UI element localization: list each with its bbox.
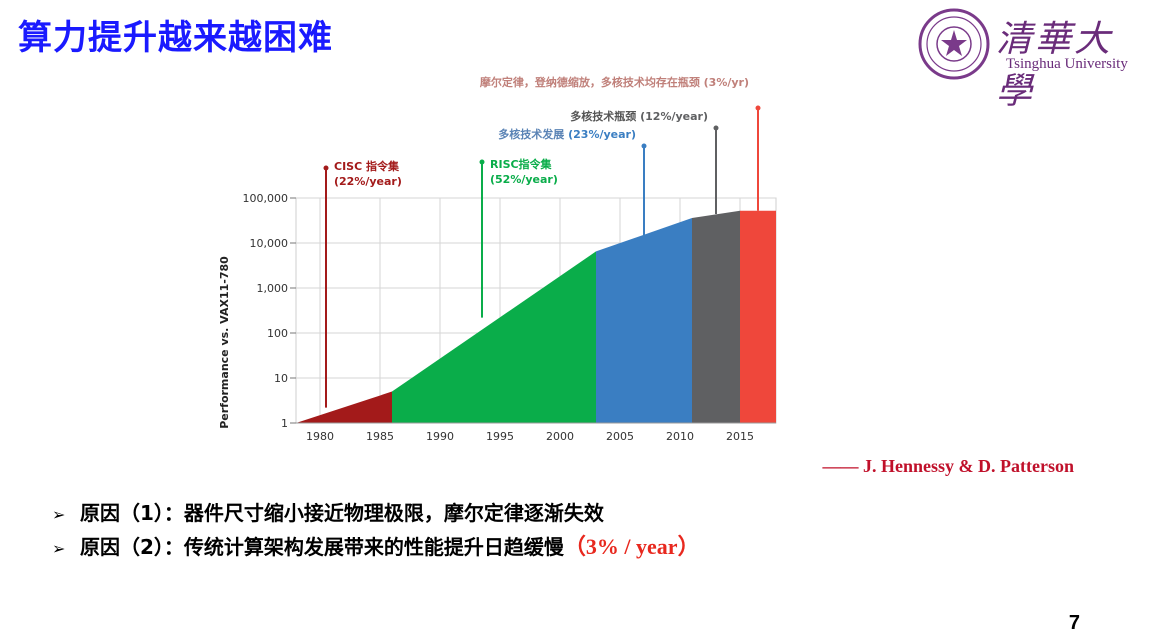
series-rate-label: (22%/year) (334, 175, 402, 188)
y-tick-label: 100,000 (243, 192, 289, 205)
area-segment-5 (740, 210, 776, 423)
series-rate-label: (52%/year) (490, 173, 558, 186)
series-label: 多核技术发展 (23%/year) (498, 127, 636, 141)
tsinghua-seal-icon (918, 8, 990, 80)
area-segment-4 (692, 210, 740, 423)
x-tick-label: 2010 (666, 430, 694, 443)
y-tick-label: 1,000 (257, 282, 289, 295)
series-name-label: 摩尔定律，登纳德缩放，多核技术均存在瓶颈 (480, 75, 704, 89)
annotation-dot (479, 159, 485, 165)
tsinghua-logo: 清華大學 Tsinghua University (916, 8, 1146, 112)
series-rate-label: (23%/year) (568, 128, 636, 141)
reference-text: —— J. Hennessy & D. Patterson (822, 456, 1074, 476)
x-tick-label: 1985 (366, 430, 394, 443)
y-tick-label: 100 (267, 327, 288, 340)
slide-title: 算力提升越来越困难 (18, 18, 333, 58)
series-name-label: 多核技术瓶颈 (570, 109, 640, 123)
y-axis-label: Performance vs. VAX11-780 (218, 256, 231, 429)
reason-item-2: ➢ 原因（2）：传统计算架构发展带来的性能提升日趋缓慢（3% / year） (52, 530, 700, 564)
annotation-dot (641, 143, 647, 149)
area-segment-1 (296, 391, 392, 423)
series-rate-label: (3%/yr) (704, 76, 749, 89)
logo-english-name: Tsinghua University (1006, 56, 1128, 72)
series-name-label: RISC指令集 (490, 157, 553, 171)
x-tick-label: 1990 (426, 430, 454, 443)
y-tick-label: 10 (274, 372, 288, 385)
reason-highlight: （3% / year） (563, 534, 700, 559)
x-tick-label: 1980 (306, 430, 334, 443)
area-segment-3 (596, 217, 692, 423)
annotation-dot (323, 165, 329, 171)
y-tick-label: 1 (281, 417, 288, 430)
area-segment-2 (392, 251, 596, 423)
series-rate-label: (12%/year) (640, 110, 708, 123)
reason-text: 原因（1）：器件尺寸缩小接近物理极限，摩尔定律逐渐失效 (80, 501, 604, 525)
reason-text: 原因（2）：传统计算架构发展带来的性能提升日趋缓慢 (80, 535, 564, 559)
logo-chinese-name: 清華大學 (996, 19, 1114, 112)
annotation-dot (713, 125, 719, 131)
reasons-list: ➢ 原因（1）：器件尺寸缩小接近物理极限，摩尔定律逐渐失效 ➢ 原因（2）：传统计算… (52, 496, 700, 564)
x-tick-label: 2015 (726, 430, 754, 443)
page-number: 7 (1068, 612, 1080, 634)
series-label: 多核技术瓶颈 (12%/year) (570, 109, 708, 123)
performance-chart-svg: 1 10 100 1,000 10,000 100,000 1980 1985 1990 1995… (218, 75, 777, 443)
series-label: 摩尔定律，登纳德缩放，多核技术均存在瓶颈 (3%/yr) (480, 75, 749, 89)
arrow-bullet-icon: ➢ (52, 505, 66, 524)
reason-item-1: ➢ 原因（1）：器件尺寸缩小接近物理极限，摩尔定律逐渐失效 (52, 496, 700, 530)
series-name-label: 多核技术发展 (498, 127, 568, 141)
arrow-bullet-icon: ➢ (52, 539, 66, 558)
y-tick-label: 10,000 (250, 237, 289, 250)
x-tick-label: 1995 (486, 430, 514, 443)
x-tick-label: 2005 (606, 430, 634, 443)
x-tick-label: 2000 (546, 430, 574, 443)
performance-chart: 1 10 100 1,000 10,000 100,000 1980 1985 1990 1995… (200, 64, 810, 464)
series-name-label: CISC 指令集 (334, 159, 400, 173)
annotation-dot (755, 105, 761, 111)
